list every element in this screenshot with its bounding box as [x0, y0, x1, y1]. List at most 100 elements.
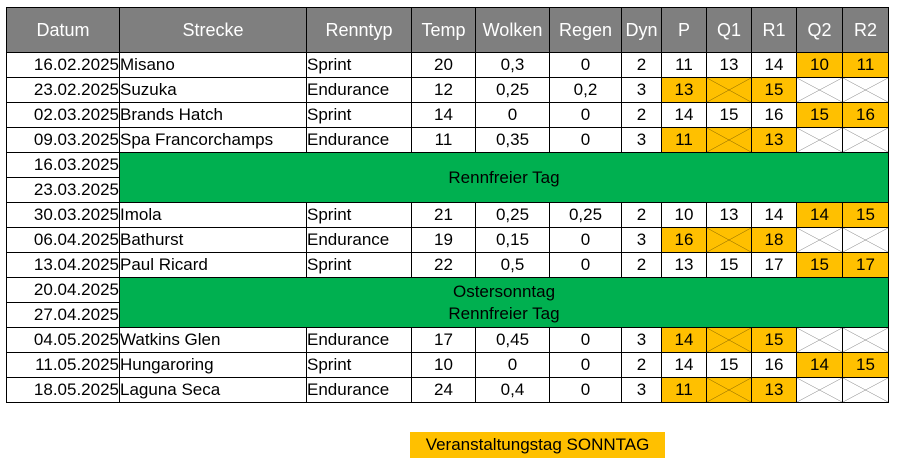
cell-temp: 17	[411, 327, 476, 353]
cell-track: Paul Ricard	[119, 252, 307, 278]
cell-temp: 22	[411, 252, 476, 278]
cell-date: 20.04.2025	[6, 277, 120, 303]
cell-date: 13.04.2025	[6, 252, 120, 278]
cell-q2	[796, 327, 843, 353]
cell-r2	[842, 377, 889, 403]
cell-r1: 14	[751, 52, 797, 78]
race-row: 16.02.2025 Misano Sprint 20 0,3 0 2 11 13 14 10 11	[6, 52, 889, 78]
col-header-race-type: Renntyp	[306, 7, 412, 53]
cell-date: 16.03.2025	[6, 152, 120, 178]
cell-clouds: 0,35	[475, 127, 550, 153]
cell-date: 04.05.2025	[6, 327, 120, 353]
cell-date: 02.03.2025	[6, 102, 120, 128]
col-header-q1: Q1	[706, 7, 752, 53]
cell-r2: 11	[842, 52, 889, 78]
cell-temp: 24	[411, 377, 476, 403]
race-row: 04.05.2025 Watkins Glen Endurance 17 0,45 0 3 1…	[6, 327, 889, 353]
cell-race-type: Endurance	[306, 227, 412, 253]
rest-day-text: Ostersonntag	[452, 281, 556, 301]
cell-clouds: 0,5	[475, 252, 550, 278]
cell-track: Watkins Glen	[119, 327, 307, 353]
cell-race-type: Endurance	[306, 77, 412, 103]
cell-rain: 0	[549, 227, 622, 253]
cell-race-type: Endurance	[306, 377, 412, 403]
cross-mark-icon	[843, 128, 888, 152]
cell-p: 10	[661, 202, 707, 228]
cell-race-type: Sprint	[306, 52, 412, 78]
race-row: 06.04.2025 Bathurst Endurance 19 0,15 0 3 16 18	[6, 227, 889, 253]
cell-q1: 13	[706, 202, 752, 228]
cell-r1: 18	[751, 227, 797, 253]
cell-track: Imola	[119, 202, 307, 228]
cross-mark-icon	[707, 78, 751, 102]
cell-track: Laguna Seca	[119, 377, 307, 403]
header-row: Datum Strecke Renntyp Temp Wolken Regen Dyn P Q1…	[6, 7, 889, 53]
race-row: 30.03.2025 Imola Sprint 21 0,25 0,25 2 10 13 14 14…	[6, 202, 889, 228]
cell-r1: 13	[751, 127, 797, 153]
cell-date: 30.03.2025	[6, 202, 120, 228]
cell-date: 27.04.2025	[6, 302, 120, 328]
cell-r2: 15	[842, 352, 889, 378]
cell-r2	[842, 127, 889, 153]
cell-race-type: Sprint	[306, 252, 412, 278]
cell-q1: 15	[706, 252, 752, 278]
cell-p: 14	[661, 102, 707, 128]
cell-temp: 10	[411, 352, 476, 378]
cell-date: 11.05.2025	[6, 352, 120, 378]
race-schedule-table: Datum Strecke Renntyp Temp Wolken Regen Dyn P Q1…	[6, 7, 889, 403]
cell-rain: 0,2	[549, 77, 622, 103]
cell-temp: 11	[411, 127, 476, 153]
cell-dyn: 2	[621, 52, 662, 78]
cell-rain: 0	[549, 352, 622, 378]
cell-r2	[842, 327, 889, 353]
race-row: 09.03.2025 Spa Francorchamps Endurance 11 0,…	[6, 127, 889, 153]
cell-clouds: 0,25	[475, 77, 550, 103]
cell-r1: 16	[751, 352, 797, 378]
cell-temp: 21	[411, 202, 476, 228]
cell-race-type: Endurance	[306, 127, 412, 153]
rest-day-text: Rennfreier Tag	[448, 303, 560, 323]
col-header-p: P	[661, 7, 707, 53]
cell-rain: 0	[549, 52, 622, 78]
cell-r1: 15	[751, 77, 797, 103]
rest-day-label: Ostersonntag Rennfreier Tag	[119, 277, 889, 328]
cell-q1	[706, 77, 752, 103]
col-header-r2: R2	[842, 7, 889, 53]
cell-q2: 15	[796, 252, 843, 278]
cell-q2	[796, 127, 843, 153]
col-header-r1: R1	[751, 7, 797, 53]
cell-rain: 0	[549, 252, 622, 278]
cell-dyn: 2	[621, 252, 662, 278]
cell-temp: 20	[411, 52, 476, 78]
cross-mark-icon	[797, 128, 842, 152]
cell-temp: 12	[411, 77, 476, 103]
col-header-track: Strecke	[119, 7, 307, 53]
cell-rain: 0	[549, 102, 622, 128]
schedule-body: 16.02.2025 Misano Sprint 20 0,3 0 2 11 13 14 10 11 2…	[6, 52, 889, 403]
cell-clouds: 0	[475, 352, 550, 378]
cell-p: 11	[661, 52, 707, 78]
cell-date: 09.03.2025	[6, 127, 120, 153]
cell-r1: 15	[751, 327, 797, 353]
cell-r1: 13	[751, 377, 797, 403]
cell-q2: 14	[796, 352, 843, 378]
cross-mark-icon	[797, 228, 842, 252]
cell-date: 23.03.2025	[6, 177, 120, 203]
cell-clouds: 0,3	[475, 52, 550, 78]
col-header-dyn: Dyn	[621, 7, 662, 53]
cell-q1: 15	[706, 352, 752, 378]
cell-r2	[842, 227, 889, 253]
cross-mark-icon	[707, 228, 751, 252]
cross-mark-icon	[707, 128, 751, 152]
rest-row: 20.04.2025 Ostersonntag Rennfreier Tag	[6, 277, 889, 328]
cell-race-type: Sprint	[306, 102, 412, 128]
cell-r2	[842, 77, 889, 103]
cell-dyn: 3	[621, 127, 662, 153]
cell-q2: 14	[796, 202, 843, 228]
col-header-q2: Q2	[796, 7, 843, 53]
cross-mark-icon	[707, 378, 751, 402]
cell-rain: 0,25	[549, 202, 622, 228]
cell-q1: 15	[706, 102, 752, 128]
cell-race-type: Endurance	[306, 327, 412, 353]
cell-date: 06.04.2025	[6, 227, 120, 253]
